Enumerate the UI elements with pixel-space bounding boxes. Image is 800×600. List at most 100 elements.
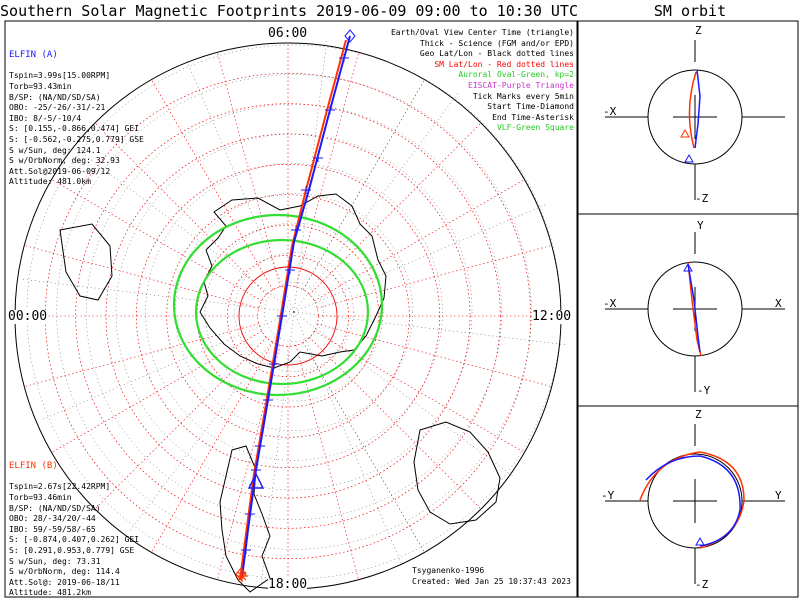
sm-lon-line bbox=[295, 52, 359, 288]
geo-lon-line bbox=[293, 311, 402, 564]
elfin-b-end-asterisk bbox=[236, 570, 248, 582]
orbit-elfin-a bbox=[687, 263, 701, 353]
sm-lon-line bbox=[316, 245, 552, 309]
elfin-a-info-line: OBO: -25/-26/-31/-21 bbox=[9, 103, 106, 113]
sm-lon-line bbox=[151, 79, 274, 291]
elfin-a-info-line: Altitude: 481.0km bbox=[9, 177, 91, 187]
elfin-b-info-line: Att.Sol@: 2019-06-18/11 bbox=[9, 577, 120, 587]
sm-lon-line bbox=[309, 122, 482, 295]
elfin-b-info-line: S: [0.291,0.953,0.779] GSE bbox=[9, 545, 135, 555]
sm-lat-ring bbox=[226, 254, 350, 378]
elfin-b-info-line: S w/Sun, deg: 73.31 bbox=[9, 556, 101, 566]
legend-entry: VLF-Green Square bbox=[496, 123, 574, 133]
elfin-b-name: ELFIN (B) bbox=[9, 461, 58, 472]
axis-label-left: -X bbox=[603, 105, 617, 118]
elfin-b-end-diamond bbox=[235, 567, 247, 581]
axis-label-left: -Y bbox=[601, 489, 615, 502]
sm-lon-line bbox=[316, 323, 552, 387]
elfin-a-info-line: B/SP: (NA/ND/SD/SA) bbox=[9, 92, 101, 102]
geo-lon-line bbox=[42, 311, 295, 420]
elfin-a-center-triangle bbox=[247, 472, 265, 489]
sm-lon-line bbox=[94, 337, 267, 510]
orbit-a-center-triangle bbox=[695, 536, 705, 546]
geo-lat-ring bbox=[56, 74, 532, 550]
sm-lon-line bbox=[302, 79, 425, 291]
sm-lon-line bbox=[302, 341, 425, 553]
sm-lon-line bbox=[94, 122, 267, 295]
sm-lon-line bbox=[51, 179, 263, 302]
geo-lon-line bbox=[293, 311, 513, 477]
geo-lat-ring bbox=[234, 252, 354, 372]
sm-lat-ring bbox=[105, 133, 471, 499]
geo-lat-ring bbox=[264, 282, 324, 342]
orbit-panel-xy: Y -Y -X X bbox=[581, 214, 797, 404]
elfin-a-info-line: S w/OrbNorm, deg: 32.93 bbox=[9, 156, 120, 166]
sm-lon-line bbox=[313, 330, 525, 453]
sm-lat-ring bbox=[135, 163, 441, 469]
orbit-elfin-a bbox=[645, 455, 741, 547]
axis-label-bottom: -Y bbox=[697, 384, 711, 397]
geo-lon-line bbox=[293, 204, 546, 313]
legend-entry: End Time-Asterisk bbox=[492, 112, 574, 122]
geo-lon-line bbox=[261, 311, 295, 584]
orbit-title: SM orbit bbox=[653, 2, 727, 20]
elfin-b-info-line: S: [-0.874,0.407,0.262] GEI bbox=[9, 535, 140, 545]
orbit-b-center-triangle bbox=[680, 128, 690, 138]
elfin-a-track bbox=[241, 35, 351, 579]
elfin-a-name: ELFIN (A) bbox=[9, 50, 58, 61]
continent-africa-tip bbox=[59, 223, 113, 301]
legend-entry: Auroral Oval-Green, kp=2 bbox=[458, 70, 574, 80]
geo-lon-line bbox=[186, 60, 295, 313]
elfin-a-info-line: S: [-0.562,-0.275,0.779] GSE bbox=[9, 134, 144, 144]
sm-lon-line bbox=[24, 323, 260, 387]
axis-label-right: X bbox=[775, 297, 782, 310]
elfin-b-info-line: Altitude: 481.2km bbox=[9, 588, 91, 598]
elfin-b-info-line: B/SP: (NA/ND/SD/SA) bbox=[9, 503, 101, 513]
legend-entry: Geo Lat/Lon - Black dotted lines bbox=[419, 49, 574, 59]
elfin-a-info: ELFIN (A) Tspin=3.99s[15.00RPM] Torb=93.4… bbox=[9, 29, 144, 188]
mlt-label-top: 06:00 bbox=[268, 26, 308, 41]
sm-lon-line bbox=[51, 330, 263, 453]
sm-lon-line bbox=[217, 52, 281, 288]
axis-label-top: Z bbox=[695, 24, 702, 37]
geo-lon-line bbox=[129, 311, 295, 531]
mlt-label-right: 12:00 bbox=[532, 309, 572, 324]
axis-label-right: Y bbox=[775, 489, 782, 502]
geo-lat-ring bbox=[204, 222, 384, 402]
credit-line: Created: Wed Jan 25 10:37:43 2023 bbox=[412, 576, 571, 586]
auroral-oval-outer bbox=[172, 213, 384, 397]
sm-lon-line bbox=[313, 179, 525, 302]
orbit-a-center-triangle bbox=[684, 153, 694, 163]
axis-label-top: Z bbox=[695, 408, 702, 421]
orbit-elfin-a bbox=[694, 69, 701, 149]
legend-entry: Earth/Oval View Center Time (triangle) bbox=[390, 28, 574, 37]
elfin-a-start-diamond bbox=[344, 29, 356, 43]
sm-lat-ring bbox=[166, 194, 410, 438]
elfin-a-info-line: Att.Sol@2019-06-09/12 bbox=[9, 166, 111, 176]
continent-australia bbox=[413, 421, 501, 525]
axis-label-bottom: -Z bbox=[695, 578, 709, 591]
elfin-a-info-line: S w/Sun, deg: 124.1 bbox=[9, 145, 101, 155]
axis-label-top: Y bbox=[697, 219, 704, 232]
geo-lon-line bbox=[22, 279, 295, 313]
axis-label-left: -X bbox=[603, 297, 617, 310]
continent-antarctica bbox=[199, 193, 387, 369]
legend-entry: Start Time-Diamond bbox=[487, 102, 574, 112]
geo-lat-ring bbox=[145, 163, 443, 461]
elfin-a-info-line: Torb=93.43min bbox=[9, 81, 72, 91]
geo-lon-line bbox=[293, 93, 459, 313]
orbit-panel-xz: Z -Z -X bbox=[581, 22, 797, 212]
continent-south-america bbox=[219, 445, 271, 593]
geo-lon-line bbox=[75, 147, 295, 313]
elfin-b-info: ELFIN (B) Tspin=2.67s[22.42RPM] Torb=93.4… bbox=[9, 440, 139, 599]
legend-entry: EISCAT-Purple Triangle bbox=[468, 80, 574, 90]
geo-lat-ring bbox=[115, 133, 473, 491]
elfin-b-info-line: OBO: 28/-34/20/-44 bbox=[9, 514, 96, 524]
sm-lat-ring bbox=[75, 103, 501, 529]
legend-entry: SM Lat/Lon - Red dotted lines bbox=[434, 59, 574, 69]
elfin-b-info-line: IBO: 59/-59/58/-65 bbox=[9, 524, 96, 534]
map-frame bbox=[4, 20, 578, 598]
legend-entry: Thick - Science (FGM and/or EPD) bbox=[419, 38, 574, 48]
credits: Tsyganenko-1996 Created: Wed Jan 25 10:37… bbox=[412, 566, 571, 587]
chart-title: Southern Solar Magnetic Footprints 2019-… bbox=[0, 2, 578, 20]
